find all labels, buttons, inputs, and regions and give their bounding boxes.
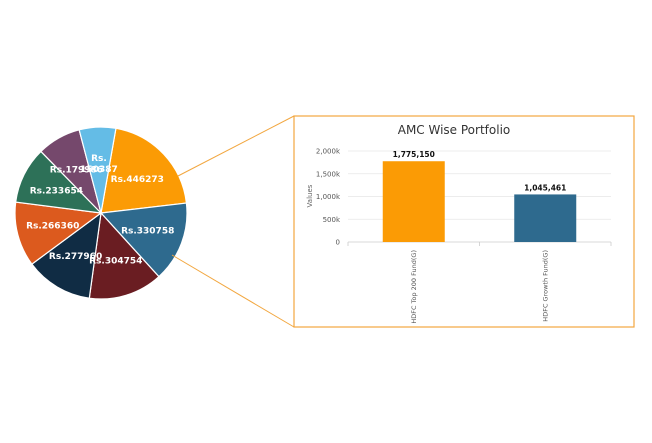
category-labels: HDFC Top 200 Fund(G) HDFC Growth Fund(G) xyxy=(410,250,550,324)
pie-slice-label: Rs.233654 xyxy=(30,187,83,197)
connector-line xyxy=(171,254,295,328)
panel-border xyxy=(293,115,635,328)
bar-value-label: 1,045,461 xyxy=(524,183,566,192)
connector-lines xyxy=(171,115,295,328)
y-tick-label: 1,000k xyxy=(316,193,341,201)
pie-slice-label: Rs.277960 xyxy=(49,252,102,262)
pie-slice xyxy=(99,202,188,278)
pie-slice xyxy=(100,127,188,214)
chart-title: AMC Wise Portfolio xyxy=(398,123,511,137)
y-axis-title: Values xyxy=(306,184,314,207)
bar-value-labels: 1,775,150 1,045,461 xyxy=(393,150,567,192)
y-tick-label: 1,500k xyxy=(316,170,341,178)
pie-slice xyxy=(14,201,103,265)
y-axis-ticks: 0 500k 1,000k 1,500k 2,000k xyxy=(316,148,341,247)
bar xyxy=(514,194,577,242)
pie-slice xyxy=(88,211,160,300)
pie-slice xyxy=(78,126,117,214)
category-label: HDFC Top 200 Fund(G) xyxy=(410,250,418,324)
pie-slice-label: Rs.330758 xyxy=(121,227,174,237)
pie-slice-label: Rs.446273 xyxy=(111,175,164,185)
y-tick-label: 2,000k xyxy=(316,148,341,156)
bars xyxy=(382,161,577,242)
pie-slice xyxy=(31,211,102,299)
connector-line xyxy=(177,115,295,177)
y-tick-label: 500k xyxy=(323,216,341,224)
bar-value-label: 1,775,150 xyxy=(393,150,435,159)
bar xyxy=(382,161,445,242)
bar-chart-panel: AMC Wise Portfolio Values 0 500k 1,000k 1,5… xyxy=(293,115,635,328)
pie-slice-label: Rs.179986 xyxy=(50,166,103,176)
pie-slice-label: Rs.304754 xyxy=(89,257,142,267)
pie-slice-label: Rs.266360 xyxy=(26,222,79,232)
pie-slice-label: Rs. 150387 xyxy=(80,154,118,175)
category-label: HDFC Growth Fund(G) xyxy=(541,250,549,322)
y-tick-label: 0 xyxy=(336,239,340,247)
